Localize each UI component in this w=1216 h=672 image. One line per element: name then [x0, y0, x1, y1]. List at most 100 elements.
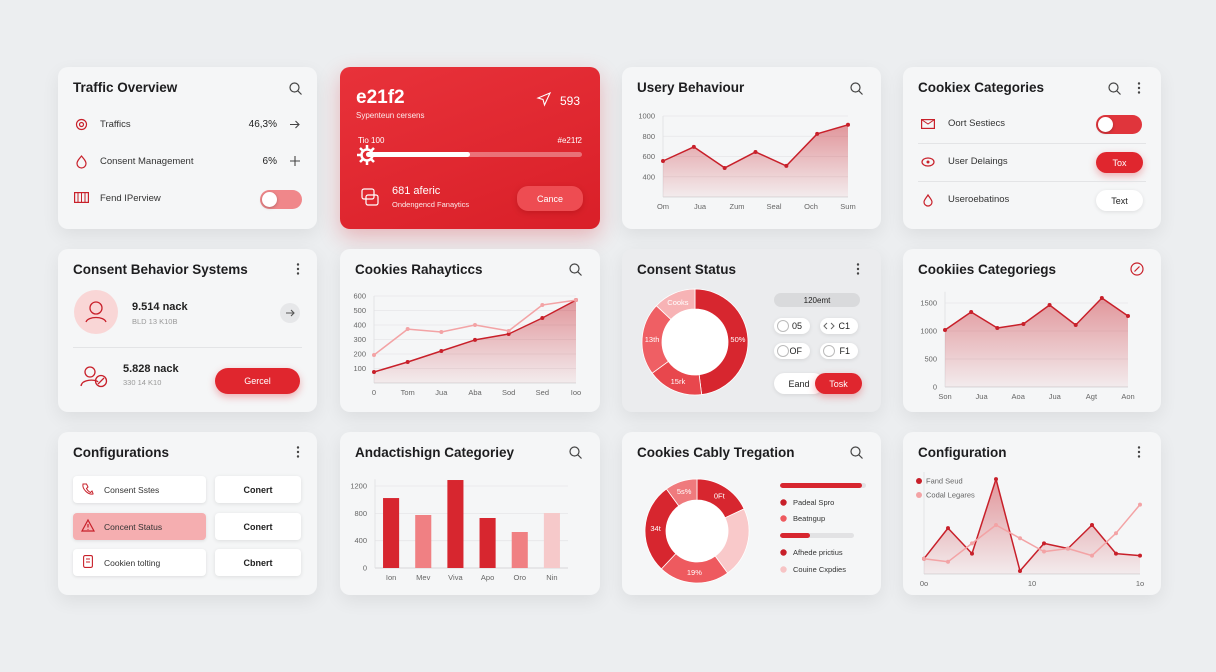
divider: [918, 181, 1146, 182]
card-title: Andactishign Categoriey: [355, 445, 515, 460]
row-box: [73, 476, 206, 503]
search-icon: [569, 263, 582, 276]
slider-label: Tio 100: [358, 136, 385, 145]
row-icon: [82, 483, 94, 495]
search-icon: [569, 446, 582, 459]
button[interactable]: Eand: [774, 373, 824, 394]
bar: [543, 513, 560, 568]
icon-shape: [83, 555, 93, 568]
toggle[interactable]: [1096, 115, 1142, 134]
point: [506, 328, 511, 333]
row-button[interactable]: Conert: [215, 513, 301, 540]
icon-shape: [94, 374, 108, 388]
point: [846, 122, 850, 127]
point: [405, 327, 410, 332]
icon-shape: [1116, 90, 1121, 95]
toggle[interactable]: [260, 190, 302, 209]
button[interactable]: Tosk: [815, 373, 862, 394]
legend-label: Beatngup: [793, 514, 826, 523]
area: [924, 479, 1140, 574]
card-title: Cookiex Categories: [918, 80, 1045, 95]
usery-card: Usery Behaviour 400 600 800 1000 Om Jua Zum Sea…: [622, 67, 881, 229]
x-tick-label: Sed: [536, 388, 549, 397]
item-icon: [80, 366, 108, 388]
item-sub: BLD 13 K10B: [132, 317, 178, 326]
row-button[interactable]: Tox: [1096, 152, 1143, 173]
categoriegs-card: Cookiies Categoriegs 0 500 1000 1500 Son Jua A…: [903, 249, 1161, 412]
card-title: Traffic Overview: [73, 80, 178, 95]
icon-shape: [80, 518, 96, 532]
action-button[interactable]: Gercel: [215, 368, 300, 394]
point: [946, 526, 950, 531]
icon-shape: [777, 345, 789, 357]
badge-icon: [1130, 262, 1144, 276]
donut-chart: 50% 15rk 13th Cooks: [641, 288, 749, 396]
icon-shape: [290, 120, 300, 129]
y-tick-label: 800: [354, 509, 367, 518]
y-tick-label: 100: [353, 364, 366, 373]
slider-fill: [366, 152, 470, 157]
point: [439, 329, 444, 334]
cancel-button[interactable]: Cance: [517, 186, 583, 211]
row-button[interactable]: Conert: [215, 476, 301, 503]
icon-shape: [921, 119, 935, 125]
area: [663, 124, 848, 197]
line: [923, 478, 1141, 572]
icon-shape: [82, 483, 94, 495]
legend-dot: [780, 515, 787, 522]
row-icon: [74, 192, 90, 204]
y-tick-label: 500: [353, 306, 366, 315]
search-icon: [1108, 82, 1121, 95]
card-title: Cookies Cably Tregation: [637, 445, 795, 460]
chip[interactable]: C1: [820, 318, 858, 334]
icon-shape: [926, 160, 930, 164]
promo-stat-sub: Ondengencd Fanaytics: [392, 200, 470, 209]
x-tick-label: Jua: [1049, 392, 1062, 401]
row-button[interactable]: Text: [1096, 190, 1143, 211]
configurations-card: Configurations Consent Sstes Conert Conc…: [58, 432, 317, 595]
progress-track: [780, 533, 854, 538]
donut-chart: 0Ft 19% 34t 5s%: [644, 478, 750, 584]
y-tick-label: 1500: [920, 299, 937, 308]
row-label: Concent Status: [104, 522, 163, 532]
behavior-card: Consent Behavior Systems 9.514 nack BLD …: [58, 249, 317, 412]
segment-label: 34t: [650, 524, 661, 533]
row-icon: [921, 119, 936, 130]
x-tick-label: Son: [938, 392, 951, 401]
icon-shape: [1137, 450, 1141, 454]
y-tick-label: 400: [354, 536, 367, 545]
icon-shape: [289, 82, 300, 93]
status-card: Consent Status 50% 15rk 13th Cooks 120emt 0…: [622, 249, 881, 412]
row-value: 46,3%: [248, 119, 277, 130]
y-tick-label: 600: [353, 292, 366, 301]
icon-shape: [89, 301, 103, 315]
icon-shape: [923, 193, 933, 207]
row-icon: [83, 555, 93, 568]
row-button[interactable]: Cbnert: [215, 549, 301, 576]
point: [405, 359, 410, 364]
point: [722, 165, 727, 170]
row-icon: [80, 518, 96, 532]
donut-segment: [655, 288, 696, 320]
andact-card: Andactishign Categoriey 0 400 800 1200 Ion Me…: [340, 432, 600, 595]
card-title: Configurations: [73, 445, 169, 460]
row-label: Consent Sstes: [104, 485, 160, 495]
arrow-button[interactable]: [280, 303, 300, 323]
icon-shape: [360, 148, 374, 162]
y-tick-label: 400: [353, 321, 366, 330]
line-chart: 400 600 800 1000 Om Jua Zum Seal Och Sum: [638, 112, 855, 212]
row-label: Fend IPerview: [100, 193, 161, 204]
line: [944, 297, 1129, 331]
x-tick-label: Viva: [448, 573, 463, 582]
y-tick-label: 1000: [638, 112, 655, 121]
menu-icon: [296, 446, 300, 458]
point: [815, 131, 820, 136]
segment-label: 19%: [687, 568, 702, 577]
y-tick-label: 1200: [350, 482, 367, 491]
segment-label: 5s%: [677, 487, 692, 496]
card-title: Consent Status: [637, 262, 737, 277]
x-tick-label: Aba: [468, 388, 482, 397]
point: [946, 559, 950, 564]
point: [1114, 531, 1118, 536]
